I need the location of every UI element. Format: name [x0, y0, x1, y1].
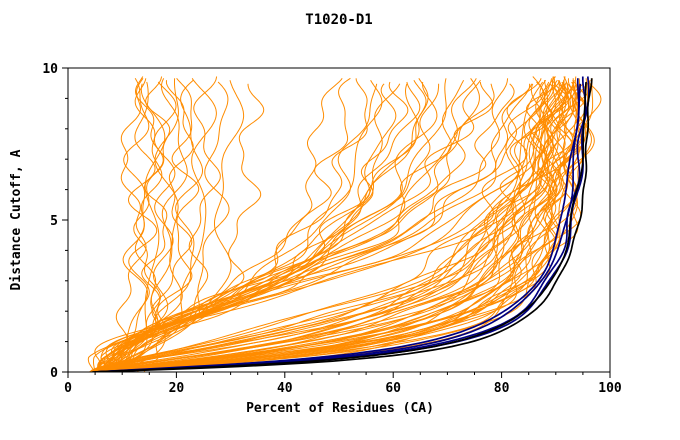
prediction-curve — [95, 83, 573, 372]
highlight-curve — [95, 78, 580, 372]
x-tick-label: 0 — [64, 381, 72, 396]
prediction-curve — [89, 79, 574, 372]
y-tick-label: 10 — [42, 62, 58, 77]
prediction-curve — [89, 83, 568, 372]
x-axis-label: Percent of Residues (CA) — [246, 401, 434, 416]
x-tick-label: 80 — [494, 381, 510, 396]
reference-curve — [95, 81, 587, 372]
prediction-curve — [98, 83, 378, 372]
prediction-curve — [87, 78, 429, 372]
prediction-curve — [111, 79, 465, 372]
prediction-curve — [105, 78, 594, 372]
prediction-curve — [89, 76, 556, 372]
axes-layer: 0 20 40 60 80 100 0 5 10 — [42, 62, 622, 396]
prediction-curve — [110, 78, 150, 372]
prediction-curve — [116, 79, 203, 372]
prediction-curve — [94, 76, 561, 372]
y-tick-label: 0 — [50, 366, 58, 381]
prediction-curve — [105, 81, 421, 372]
prediction-curve — [104, 77, 351, 372]
prediction-curve — [89, 83, 568, 372]
x-tick-label: 40 — [277, 381, 293, 396]
y-axis-label: Distance Cutoff, A — [9, 149, 24, 290]
prediction-curve — [121, 78, 163, 372]
prediction-curve — [89, 81, 560, 372]
chart-title: T1020-D1 — [305, 12, 372, 28]
prediction-curve — [105, 78, 147, 372]
prediction-curve — [111, 83, 166, 372]
prediction-curve — [100, 78, 509, 372]
prediction-curve — [105, 83, 420, 372]
x-tick-label: 20 — [169, 381, 185, 396]
prediction-curve — [94, 81, 570, 372]
x-tick-label: 60 — [385, 381, 401, 396]
prediction-curve — [100, 78, 555, 372]
prediction-curve — [106, 79, 383, 372]
highlight-curve — [95, 76, 587, 372]
prediction-curve — [94, 81, 544, 372]
prediction-curve — [105, 83, 567, 372]
prediction-curve — [100, 80, 570, 372]
prediction-curve — [105, 83, 495, 372]
prediction-curve — [94, 78, 343, 372]
prediction-curve — [95, 83, 576, 372]
x-tick-label: 100 — [598, 381, 622, 396]
prediction-curve — [143, 83, 265, 372]
prediction-curve — [100, 83, 401, 372]
prediction-curve — [94, 78, 368, 372]
prediction-curve — [100, 83, 580, 372]
y-tick-label: 5 — [50, 214, 58, 229]
reference-curve — [92, 78, 593, 372]
prediction-curve — [105, 81, 158, 372]
prediction-curve — [105, 81, 576, 372]
prediction-curve — [95, 79, 595, 372]
prediction-curve — [95, 76, 546, 372]
curves-layer — [87, 76, 602, 372]
